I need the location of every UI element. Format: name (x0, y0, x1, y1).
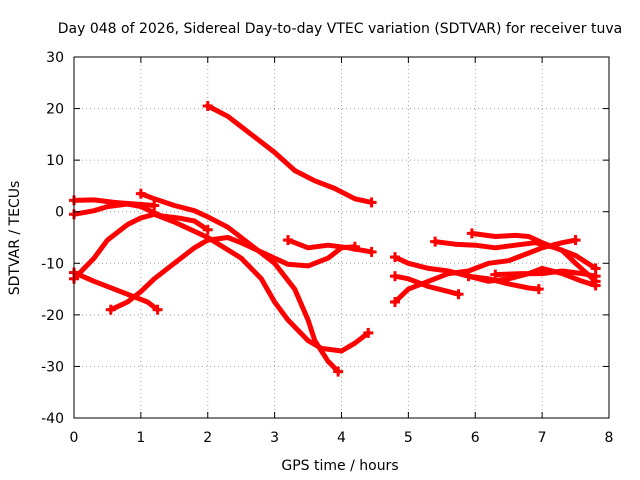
y-tick-label: -30 (41, 359, 64, 375)
x-tick-label: 5 (404, 430, 413, 446)
series-line-track-8 (285, 237, 375, 255)
series-group (69, 100, 601, 377)
series-line-track-12 (432, 239, 599, 271)
y-tick-label: -20 (41, 308, 64, 324)
x-tick-label: 7 (538, 430, 547, 446)
series-line-track-5 (108, 235, 358, 313)
x-tick-label: 0 (70, 430, 79, 446)
y-axis-label: SDTVAR / TECUs (7, 181, 23, 296)
series-line-track-3 (71, 211, 371, 354)
x-tick-label: 8 (605, 430, 614, 446)
y-tick-label: 20 (46, 102, 64, 118)
y-tick-label: 0 (55, 205, 64, 221)
axis-ticks: 0 1 2 3 4 5 6 7 8 -40 -30 -20 -10 0 10 20 30 (41, 50, 613, 446)
y-tick-label: 10 (46, 153, 64, 169)
series-line-track-10 (392, 273, 461, 297)
y-tick-label: -40 (41, 411, 64, 427)
y-tick-label: -10 (41, 256, 64, 272)
series-line-track-4 (71, 270, 161, 313)
x-tick-label: 6 (471, 430, 480, 446)
series-line-track-7 (205, 103, 375, 205)
x-axis-label: GPS time / hours (281, 458, 398, 474)
x-tick-label: 3 (270, 430, 279, 446)
chart-title: Day 048 of 2026, Sidereal Day-to-day VTE… (58, 21, 622, 37)
series-line-track-1 (71, 197, 157, 208)
x-tick-label: 2 (203, 430, 212, 446)
series-line-track-15 (492, 268, 599, 279)
y-tick-label: 30 (46, 50, 64, 66)
series-line-track-13 (469, 230, 599, 284)
series-line-track-2 (71, 201, 211, 233)
grid (74, 57, 609, 418)
series-line-track-14 (466, 273, 542, 292)
x-tick-label: 4 (337, 430, 346, 446)
x-tick-label: 1 (136, 430, 145, 446)
series-line-track-6 (138, 191, 341, 375)
